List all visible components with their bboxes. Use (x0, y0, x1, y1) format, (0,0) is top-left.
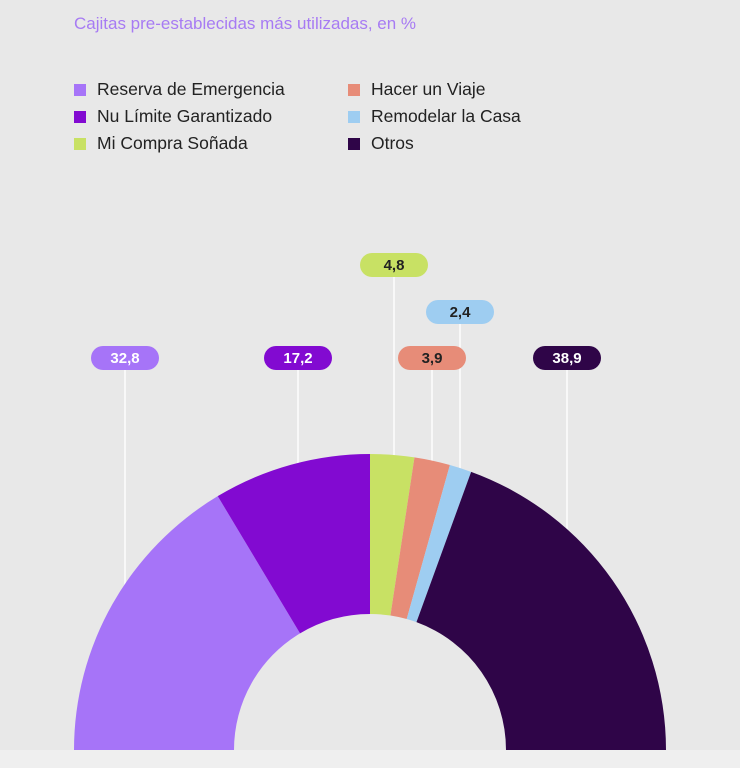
slice-remodelar-la-casa (406, 464, 472, 623)
value-label-text: 38,9 (552, 350, 581, 367)
value-label-text: 4,8 (384, 257, 405, 274)
legend-swatch (74, 137, 86, 150)
slice-reserva-de-emergencia (74, 496, 301, 750)
slice-hacer-un-viaje (390, 457, 450, 620)
slice-mi-compra-sonada (370, 454, 415, 616)
slice-otros (416, 471, 666, 750)
value-label-text: 3,9 (422, 350, 443, 367)
legend-item-otros: Otros (348, 133, 622, 153)
value-label-text: 32,8 (110, 350, 139, 367)
bottom-divider (0, 750, 740, 768)
legend-swatch (74, 83, 86, 96)
legend-item-nu-limite-garantizado: Nu Límite Garantizado (74, 106, 348, 126)
value-label-remodelar-la-casa: 2,4 (426, 300, 494, 324)
value-label-pill (91, 346, 159, 370)
legend-swatch (348, 110, 360, 123)
legend-item-hacer-un-viaje: Hacer un Viaje (348, 79, 622, 99)
value-label-pill (426, 300, 494, 324)
value-label-reserva-de-emergencia: 32,8 (91, 346, 159, 370)
legend-item-reserva-de-emergencia: Reserva de Emergencia (74, 79, 348, 99)
legend-swatch (74, 110, 86, 123)
legend-item-mi-compra-sonada: Mi Compra Soñada (74, 133, 348, 153)
legend-label: Reserva de Emergencia (97, 79, 285, 99)
value-label-mi-compra-sonada: 4,8 (360, 253, 428, 277)
chart-title: Cajitas pre-establecidas más utilizadas,… (74, 14, 417, 33)
value-label-pill (533, 346, 601, 370)
value-label-pill (360, 253, 428, 277)
value-label-otros: 38,9 (533, 346, 601, 370)
chart-legend: Reserva de Emergencia Hacer un Viaje Nu … (74, 79, 634, 153)
legend-label: Mi Compra Soñada (97, 133, 248, 153)
value-label-text: 17,2 (283, 350, 312, 367)
legend-label: Otros (371, 133, 414, 153)
legend-label: Hacer un Viaje (371, 79, 486, 99)
legend-item-remodelar-la-casa: Remodelar la Casa (348, 106, 622, 126)
value-label-text: 2,4 (450, 304, 472, 321)
legend-label: Nu Límite Garantizado (97, 106, 273, 126)
value-label-hacer-un-viaje: 3,9 (398, 346, 466, 370)
value-label-nu-limite-garantizado: 17,2 (264, 346, 332, 370)
legend-swatch (348, 137, 360, 150)
slice-nu-limite-garantizado (217, 454, 370, 634)
legend-label: Remodelar la Casa (371, 106, 521, 126)
legend-swatch (348, 83, 360, 96)
value-label-pill (264, 346, 332, 370)
value-label-pill (398, 346, 466, 370)
